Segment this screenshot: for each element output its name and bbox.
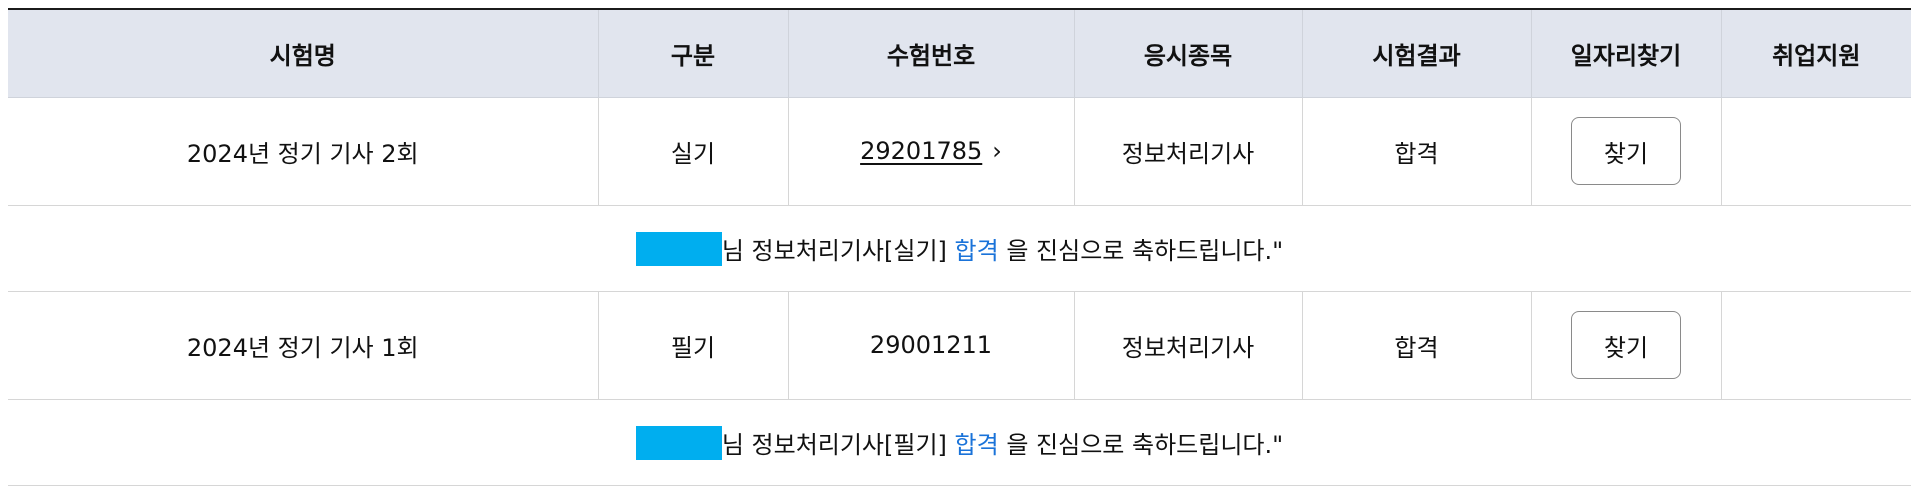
header-type: 구분 bbox=[598, 9, 789, 98]
table-row: 2024년 정기 기사 1회 필기 29001211 정보처리기사 합격 찾기 bbox=[8, 291, 1911, 400]
congrats-message: 님 정보처리기사[실기] 합격 을 진심으로 축하드립니다." bbox=[635, 231, 1284, 266]
cell-employment-support bbox=[1721, 291, 1911, 400]
congrats-message-cell: 님 정보처리기사[필기] 합격 을 진심으로 축하드립니다." bbox=[8, 399, 1911, 486]
congrats-tail: 을 진심으로 축하드립니다." bbox=[998, 236, 1284, 265]
congrats-name-suffix: 님 정보처리기사[필기] bbox=[721, 430, 955, 459]
cell-employment-support bbox=[1721, 97, 1911, 206]
table-header-row: 시험명 구분 수험번호 응시종목 시험결과 일자리찾기 취업지원 bbox=[8, 9, 1911, 98]
cell-exam-name: 2024년 정기 기사 2회 bbox=[8, 97, 599, 206]
congrats-pass-highlight: 합격 bbox=[954, 430, 999, 459]
header-exam-name: 시험명 bbox=[8, 9, 599, 98]
cell-subject: 정보처리기사 bbox=[1074, 97, 1303, 206]
cell-type: 실기 bbox=[598, 97, 789, 206]
exam-number-link[interactable]: 29201785 bbox=[860, 137, 983, 165]
cell-exam-number: 29001211 bbox=[788, 291, 1075, 400]
header-employment-support: 취업지원 bbox=[1721, 9, 1911, 98]
header-result: 시험결과 bbox=[1302, 9, 1532, 98]
cell-job-search: 찾기 bbox=[1531, 291, 1722, 400]
congrats-message-row: 님 정보처리기사[필기] 합격 을 진심으로 축하드립니다." bbox=[8, 399, 1911, 486]
cell-subject: 정보처리기사 bbox=[1074, 291, 1303, 400]
congrats-message-cell: 님 정보처리기사[실기] 합격 을 진심으로 축하드립니다." bbox=[8, 205, 1911, 292]
find-job-button[interactable]: 찾기 bbox=[1571, 311, 1681, 379]
exam-results-table: 시험명 구분 수험번호 응시종목 시험결과 일자리찾기 취업지원 2024년 정… bbox=[8, 8, 1911, 486]
find-job-button[interactable]: 찾기 bbox=[1571, 117, 1681, 185]
cell-result: 합격 bbox=[1302, 291, 1532, 400]
congrats-pass-highlight: 합격 bbox=[954, 236, 999, 265]
masked-name bbox=[635, 231, 722, 266]
cell-result: 합격 bbox=[1302, 97, 1532, 206]
congrats-message: 님 정보처리기사[필기] 합격 을 진심으로 축하드립니다." bbox=[635, 425, 1284, 460]
table-row: 2024년 정기 기사 2회 실기 29201785 › 정보처리기사 합격 찾기 bbox=[8, 97, 1911, 206]
chevron-right-icon[interactable]: › bbox=[992, 137, 1002, 165]
congrats-message-row: 님 정보처리기사[실기] 합격 을 진심으로 축하드립니다." bbox=[8, 205, 1911, 292]
header-subject: 응시종목 bbox=[1074, 9, 1303, 98]
cell-exam-number: 29201785 › bbox=[788, 97, 1075, 206]
header-job-search: 일자리찾기 bbox=[1531, 9, 1722, 98]
masked-name bbox=[635, 425, 722, 460]
header-exam-number: 수험번호 bbox=[788, 9, 1075, 98]
exam-results-table-wrapper: 시험명 구분 수험번호 응시종목 시험결과 일자리찾기 취업지원 2024년 정… bbox=[8, 8, 1911, 486]
congrats-tail: 을 진심으로 축하드립니다." bbox=[998, 430, 1284, 459]
cell-job-search: 찾기 bbox=[1531, 97, 1722, 206]
cell-exam-name: 2024년 정기 기사 1회 bbox=[8, 291, 599, 400]
cell-type: 필기 bbox=[598, 291, 789, 400]
congrats-name-suffix: 님 정보처리기사[실기] bbox=[721, 236, 955, 265]
